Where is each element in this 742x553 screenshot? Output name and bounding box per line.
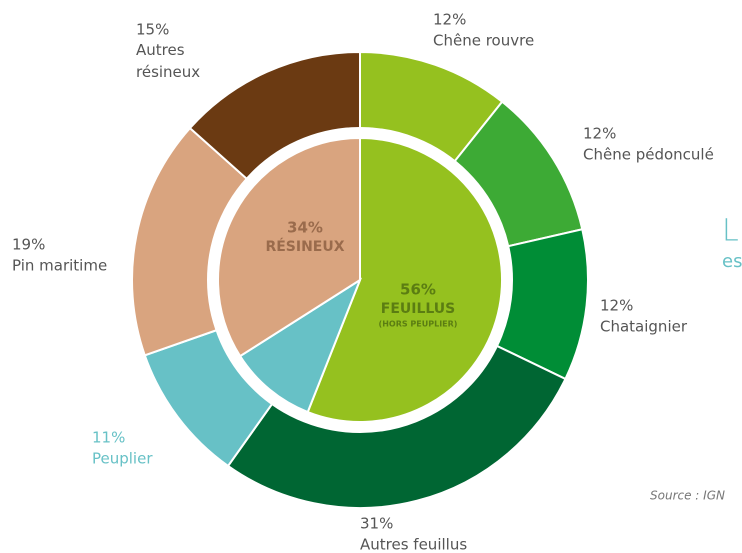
value-label: 31% <box>360 515 393 533</box>
category-label: FEUILLUS <box>381 301 456 317</box>
value-label: 12% <box>583 125 616 143</box>
category-label: Chêne pédonculé <box>583 146 714 164</box>
category-label: Autres résineux <box>136 41 200 81</box>
value-label: 12% <box>600 297 633 315</box>
category-label: Peuplier <box>92 450 153 468</box>
slice <box>217 136 361 358</box>
category-label: Autres feuillus <box>360 536 467 553</box>
category-label: Pin maritime <box>12 257 107 275</box>
category-label: RÉSINEUX <box>265 238 344 255</box>
category-label: Chêne rouvre <box>433 32 534 50</box>
headline: es <box>722 251 742 272</box>
headline: L <box>722 214 739 249</box>
subtitle-label: (HORS PEUPLIER) <box>379 320 458 329</box>
source: Source : IGN <box>650 489 725 503</box>
slice <box>238 277 363 414</box>
value-label: 15% <box>136 21 169 39</box>
value-label: 19% <box>12 236 45 254</box>
value-label: 34% <box>287 219 323 237</box>
value-label: 11% <box>92 429 125 447</box>
slice <box>306 136 503 423</box>
value-label: 56% <box>400 281 436 299</box>
category-label: Chataignier <box>600 318 688 336</box>
ring-gap <box>207 127 513 433</box>
value-label: 12% <box>433 11 466 29</box>
